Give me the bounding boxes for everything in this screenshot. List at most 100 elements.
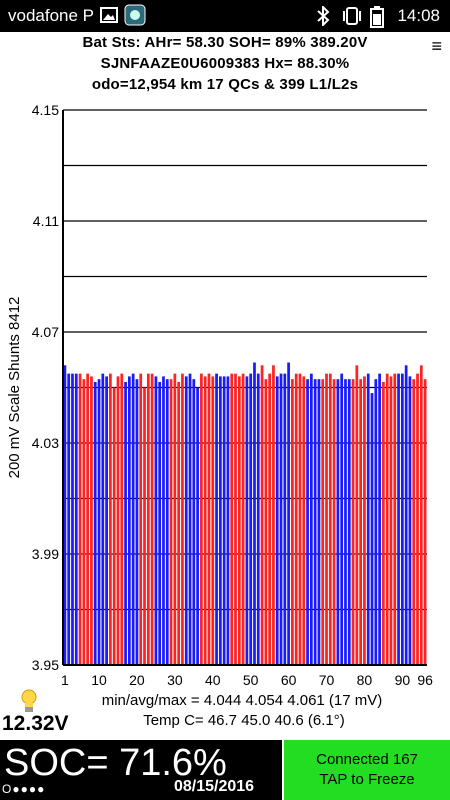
- cell-bar: [120, 373, 124, 665]
- cell-bar: [192, 379, 196, 665]
- cell-bar: [321, 379, 325, 665]
- cell-bar: [63, 365, 67, 665]
- cell-bar: [374, 379, 378, 665]
- x-tick-label: 90: [395, 672, 411, 688]
- tap-to-freeze-button[interactable]: TAP to Freeze: [319, 771, 415, 788]
- cell-bar: [237, 376, 241, 665]
- status-bar: vodafone P 14:08: [0, 0, 450, 32]
- cell-bar: [158, 381, 162, 665]
- cell-bar: [294, 373, 298, 665]
- y-tick-label: 3.99: [32, 546, 59, 562]
- cell-bar: [404, 365, 408, 665]
- cell-bar: [366, 373, 370, 665]
- battery-status-line: Bat Sts: AHr= 58.30 SOH= 89% 389.20V: [82, 34, 368, 51]
- cell-bar: [412, 379, 416, 665]
- cell-bar: [211, 376, 215, 665]
- date-label: 08/15/2016: [174, 778, 255, 795]
- y-tick-label: 4.11: [33, 213, 59, 229]
- y-axis-label: 200 mV Scale Shunts 8412: [6, 297, 23, 479]
- menu-icon[interactable]: ≡: [431, 36, 442, 56]
- x-tick-label: 10: [91, 672, 107, 688]
- cell-bar: [332, 379, 336, 665]
- cell-bar: [124, 381, 127, 665]
- cell-bar: [184, 376, 188, 665]
- battery-icon: [370, 6, 384, 33]
- cell-voltage-chart[interactable]: 4.15 4.11 4.07 4.03 3.99 3.95 1 10 20 30 40 50 60 70 8…: [0, 100, 450, 740]
- x-tick-label: 40: [205, 672, 221, 688]
- cell-bar: [207, 373, 211, 665]
- cell-bar: [264, 379, 268, 665]
- cell-bar: [150, 373, 154, 665]
- cell-bar: [370, 393, 374, 665]
- cell-bar: [203, 376, 207, 665]
- cell-bar: [272, 365, 275, 665]
- cell-bar: [393, 373, 397, 665]
- x-tick-label: 30: [167, 672, 183, 688]
- y-tick-label: 4.03: [32, 435, 59, 451]
- x-tick-label: 20: [129, 672, 145, 688]
- temperature-stats: Temp C= 46.7 45.0 40.6 (6.1°): [143, 712, 345, 729]
- cell-bar: [127, 376, 131, 665]
- cell-bar: [317, 379, 321, 665]
- x-tick-label: 60: [281, 672, 297, 688]
- cell-bar: [165, 379, 169, 665]
- cell-bar: [218, 376, 222, 665]
- cell-bar: [268, 373, 272, 665]
- cell-bar: [423, 379, 427, 665]
- cell-bar: [419, 365, 423, 665]
- x-tick-label: 1: [61, 672, 69, 688]
- cell-bar: [139, 373, 143, 665]
- cell-bar: [400, 373, 404, 665]
- cell-bar: [215, 373, 218, 665]
- cell-bar: [226, 376, 230, 665]
- cell-bar: [325, 373, 328, 665]
- cell-bar: [181, 373, 184, 665]
- soc-panel: SOC= 71.6% O●●●● 08/15/2016: [0, 740, 282, 800]
- cell-bar: [146, 373, 150, 665]
- cell-bar: [116, 376, 120, 665]
- cell-bar: [302, 376, 306, 665]
- cell-bar: [298, 373, 302, 665]
- cell-bar: [385, 373, 389, 665]
- cell-bar: [309, 373, 313, 665]
- cell-bar: [234, 373, 237, 665]
- cell-bar: [230, 373, 234, 665]
- cell-bar: [363, 376, 366, 665]
- cell-bar: [416, 373, 419, 665]
- cell-bar: [173, 373, 177, 665]
- cell-bar: [101, 373, 105, 665]
- cell-bar: [275, 376, 279, 665]
- aux-battery-voltage: 12.32V: [2, 712, 69, 735]
- connection-panel[interactable]: Connected 167 TAP to Freeze: [284, 740, 450, 800]
- cell-bar: [256, 373, 260, 665]
- cell-bar: [306, 379, 309, 665]
- cell-bar: [196, 387, 199, 665]
- cell-bar: [112, 387, 116, 665]
- cell-bar: [253, 362, 256, 665]
- cell-bar: [389, 376, 393, 665]
- cell-bar: [328, 373, 332, 665]
- cell-bar: [313, 379, 317, 665]
- x-tick-label: 80: [357, 672, 373, 688]
- cell-bar: [397, 373, 400, 665]
- cell-bar: [344, 379, 347, 665]
- cell-bar: [86, 373, 90, 665]
- cell-bar: [336, 379, 340, 665]
- min-avg-max-stats: min/avg/max = 4.044 4.054 4.061 (17 mV): [102, 692, 383, 709]
- cell-bar: [283, 373, 287, 665]
- cell-bar: [90, 376, 93, 665]
- cell-bar: [382, 381, 385, 665]
- cell-bar: [378, 373, 381, 665]
- carrier-name: vodafone P: [8, 6, 95, 25]
- cell-bar: [93, 381, 97, 665]
- cell-bar: [143, 387, 146, 665]
- app-icon: [124, 4, 146, 31]
- cell-bar: [359, 379, 363, 665]
- cell-bar: [279, 373, 283, 665]
- cell-bar: [291, 379, 294, 665]
- connected-count: Connected 167: [316, 751, 418, 768]
- x-tick-label: 96: [417, 672, 433, 688]
- y-tick-label: 3.95: [32, 657, 59, 673]
- clock: 14:08: [397, 6, 440, 25]
- cell-bar: [154, 376, 158, 665]
